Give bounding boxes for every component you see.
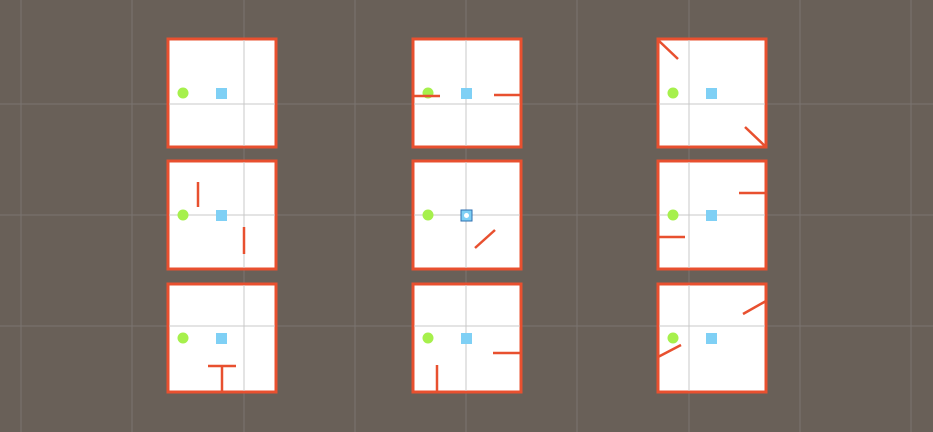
selected-goal-icon[interactable] [460,209,473,222]
panel-3[interactable] [656,37,768,149]
agent-icon[interactable] [667,209,679,221]
wall-segment [474,229,496,249]
panel-8[interactable] [411,282,523,394]
goal-icon[interactable] [216,333,227,344]
wall-segment [742,299,767,316]
panel-4[interactable] [166,159,278,271]
wall-segment [657,39,679,60]
goal-icon[interactable] [461,88,472,99]
panel-9[interactable] [656,282,768,394]
panel-7[interactable] [166,282,278,394]
agent-icon[interactable] [667,332,679,344]
goal-icon[interactable] [216,210,227,221]
goal-icon[interactable] [706,210,717,221]
agent-icon[interactable] [177,332,189,344]
goal-icon[interactable] [706,88,717,99]
panel-1[interactable] [166,37,278,149]
panel-6[interactable] [656,159,768,271]
agent-icon[interactable] [177,209,189,221]
goal-icon[interactable] [706,333,717,344]
goal-icon[interactable] [216,88,227,99]
agent-icon[interactable] [667,87,679,99]
goal-icon[interactable] [461,333,472,344]
wall-segment [744,126,767,148]
agent-icon[interactable] [177,87,189,99]
wall-segment [657,343,682,359]
agent-icon[interactable] [422,332,434,344]
panel-2[interactable] [411,37,523,149]
panel-5[interactable] [411,159,523,271]
agent-icon[interactable] [422,209,434,221]
